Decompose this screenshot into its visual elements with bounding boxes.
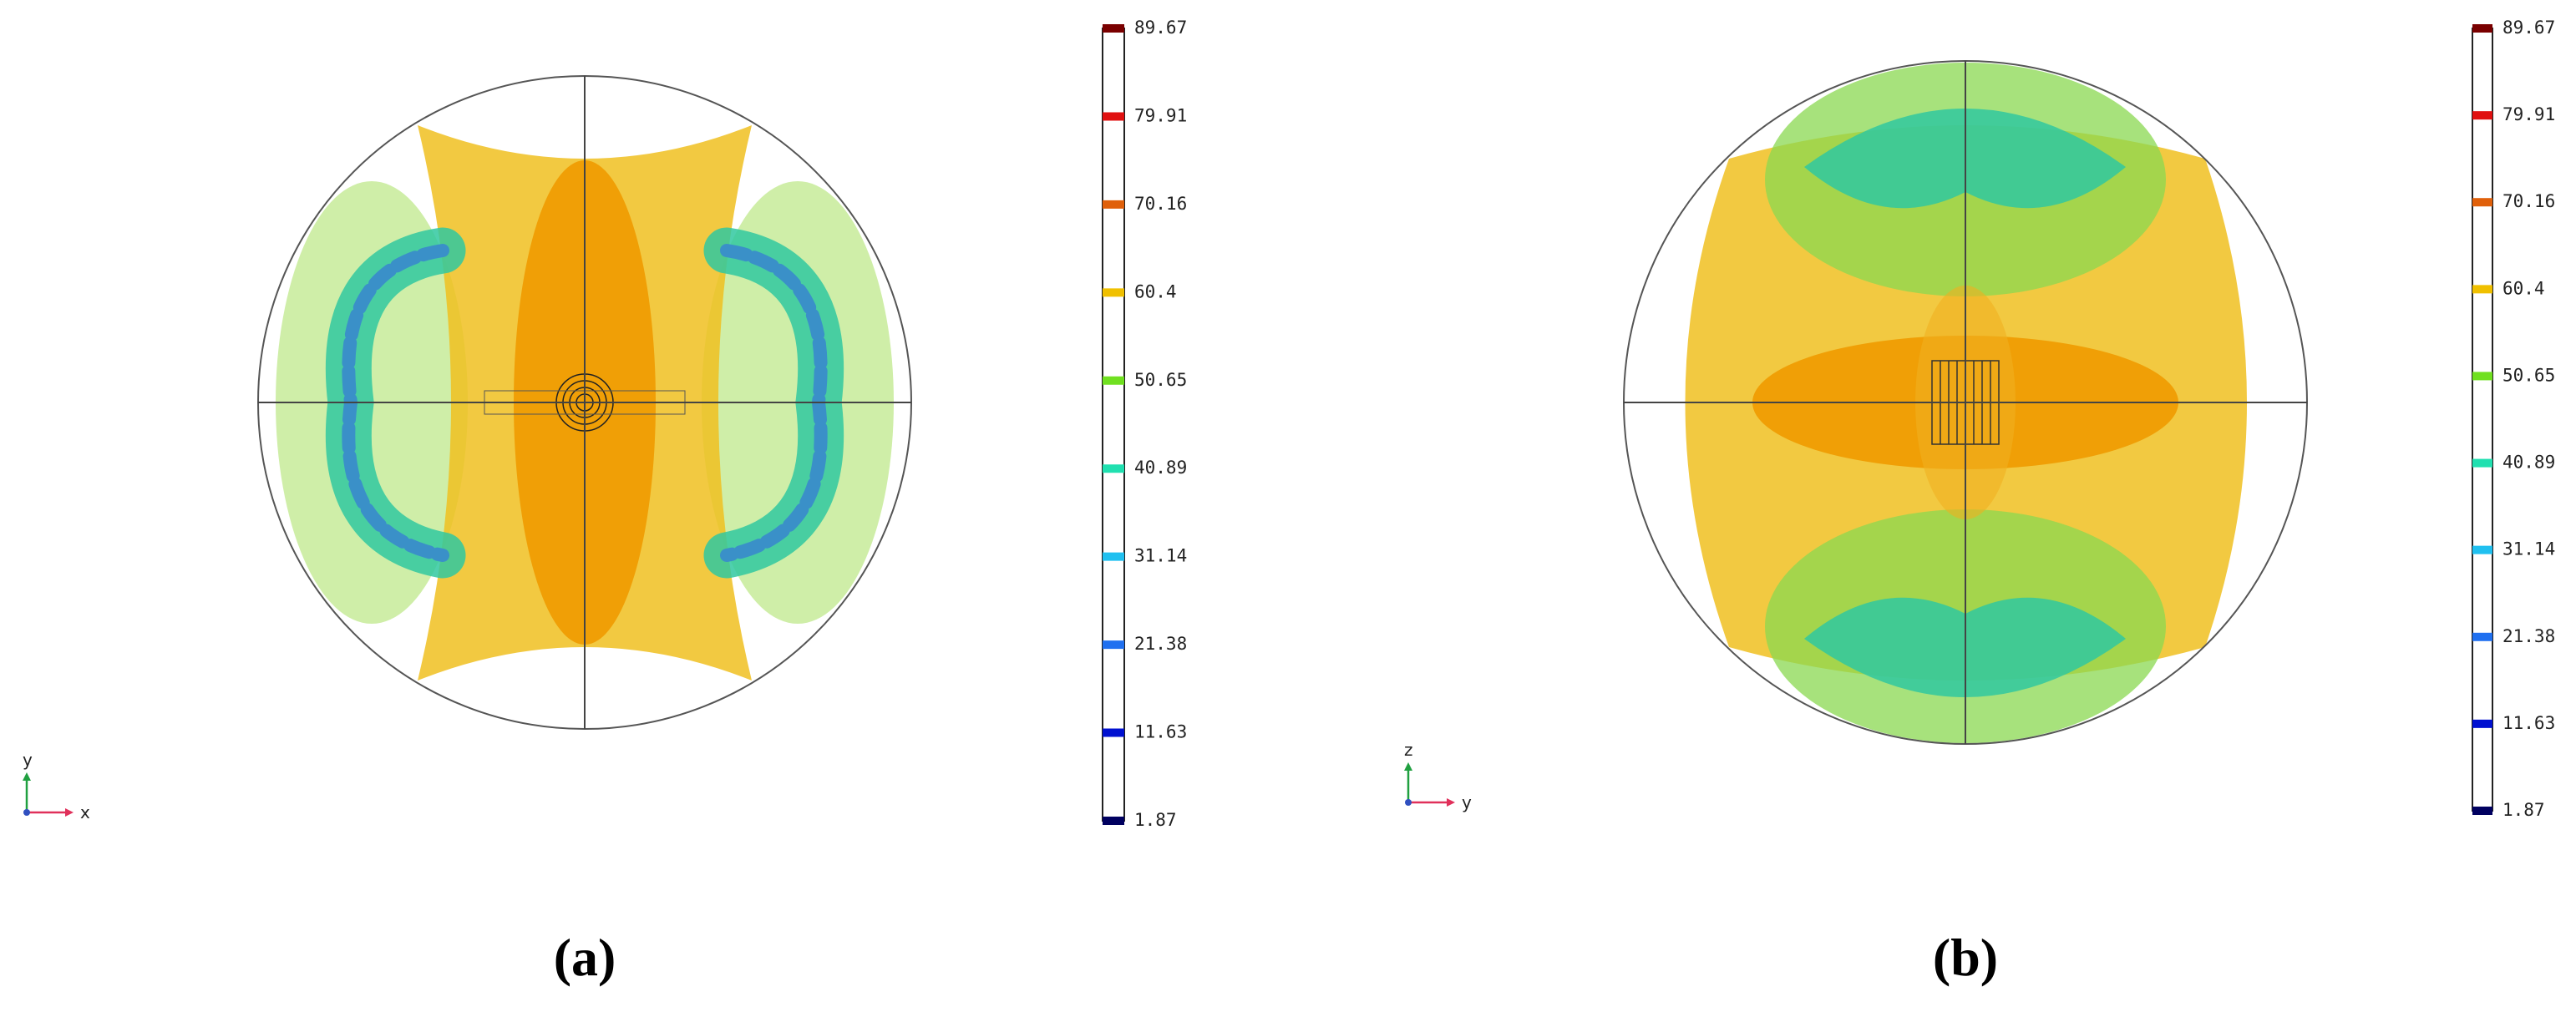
tick-label: 11.63 <box>1134 722 1187 742</box>
axis-arrow <box>23 772 31 781</box>
colorbar-tick <box>1103 464 1124 473</box>
tick-label: 89.67 <box>1134 18 1187 38</box>
tick-label: 31.14 <box>1134 546 1187 566</box>
colorbar-tick <box>2472 111 2492 120</box>
tick-label: 89.67 <box>2502 18 2555 38</box>
colorbar-tick <box>1103 728 1124 737</box>
tick-label: 21.38 <box>1134 634 1187 654</box>
tick-label: 40.89 <box>1134 458 1187 478</box>
colorbar-tick <box>2472 545 2492 554</box>
colorbar-tick <box>2472 807 2492 815</box>
tick-label: 50.65 <box>2502 365 2555 385</box>
panel-label: (a) <box>554 928 616 987</box>
colorbar-tick <box>2472 285 2492 294</box>
annotations: (a) 1.87 11.63 21.38 31.14 40.89 50.65 60.4 70.1… <box>23 18 2555 987</box>
colorbar-tick <box>1103 24 1124 33</box>
axis-origin <box>23 809 30 816</box>
tick-label: 60.4 <box>2502 278 2545 298</box>
colorbar-tick <box>1103 552 1124 561</box>
panel-label: (b) <box>1933 928 1998 987</box>
tick-label: 40.89 <box>2502 453 2555 473</box>
axis-arrow <box>65 808 74 817</box>
tick-label: 60.4 <box>1134 281 1177 301</box>
tick-label: 1.87 <box>1134 810 1177 830</box>
colorbar-tick <box>1103 112 1124 121</box>
tick-label: 79.91 <box>1134 105 1187 125</box>
colorbar-tick <box>1103 817 1124 825</box>
colorbar <box>2472 28 2493 812</box>
tick-label: 79.91 <box>2502 104 2555 124</box>
axis-arrow <box>1404 762 1412 771</box>
colorbar-tick <box>1103 200 1124 209</box>
colorbar-tick <box>2472 198 2492 207</box>
axis-letter: y <box>23 750 33 770</box>
tick-label: 70.16 <box>1134 194 1187 214</box>
axis-arrow <box>1447 798 1455 807</box>
axis-letter: z <box>1404 740 1413 760</box>
tick-label: 50.65 <box>1134 370 1187 390</box>
colorbar-tick <box>1103 640 1124 650</box>
colorbar-tick <box>1103 288 1124 297</box>
render-a <box>257 75 912 730</box>
tick-label: 70.16 <box>2502 191 2555 211</box>
colorbar-tick <box>2472 372 2492 381</box>
tick-label: 21.38 <box>2502 626 2555 646</box>
tick-label: 31.14 <box>2502 539 2555 559</box>
colorbar-tick <box>2472 719 2492 728</box>
axis-letter: x <box>80 802 90 822</box>
colorbar-tick <box>2472 24 2492 33</box>
tick-label: 11.63 <box>2502 713 2555 733</box>
colorbar <box>1102 28 1125 822</box>
render-b <box>1623 60 2308 745</box>
axis-letter: y <box>1462 792 1472 812</box>
colorbar-tick <box>2472 632 2492 641</box>
axis-origin <box>1405 799 1412 806</box>
colorbar-tick <box>1103 376 1124 385</box>
colorbar-tick <box>2472 458 2492 468</box>
tick-label: 1.87 <box>2502 800 2545 820</box>
